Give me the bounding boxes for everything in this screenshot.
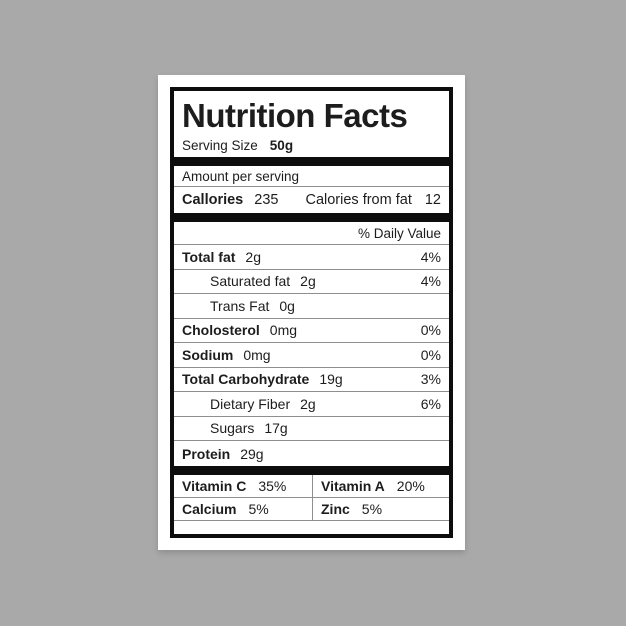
micronutrient-cell: Calcium 5% xyxy=(174,498,312,521)
micronutrient-grid: Vitamin C 35% Vitamin A 20% Calcium 5% Z… xyxy=(174,475,449,521)
micronutrient-label: Vitamin A xyxy=(321,478,385,494)
nutrient-label: Protein xyxy=(182,445,231,462)
micronutrient-value: 35% xyxy=(258,478,287,494)
micronutrient-value: 5% xyxy=(248,501,269,517)
nutrient-row: Protein 29g xyxy=(174,441,449,466)
nutrient-row: Total fat 2g 4% xyxy=(174,245,449,270)
label-title: Nutrition Facts xyxy=(182,97,408,134)
micronutrient-cell: Vitamin A 20% xyxy=(312,475,449,498)
calories-from-fat-value: 12 xyxy=(424,192,441,208)
label-bottom-space xyxy=(174,521,449,534)
nutrient-row: Total Carbohydrate 19g 3% xyxy=(174,368,449,392)
nutrient-value: 2g xyxy=(300,273,316,290)
micronutrient-value: 5% xyxy=(361,501,383,517)
thick-divider-bar xyxy=(174,466,449,475)
nutrient-value: 0g xyxy=(279,297,295,314)
nutrient-rows: Total fat 2g 4% Saturated fat 2g 4% Tran… xyxy=(174,245,449,466)
nutrient-label: Cholosterol xyxy=(182,322,260,339)
nutrient-row: Sugars 17g xyxy=(174,417,449,441)
nutrient-value: 0mg xyxy=(269,322,298,339)
nutrient-value: 19g xyxy=(319,371,343,388)
nutrient-value: 29g xyxy=(240,445,264,462)
calories-label: Callories xyxy=(182,192,244,208)
nutrient-row: Cholosterol 0mg 0% xyxy=(174,319,449,343)
nutrient-daily-value: 4% xyxy=(420,248,441,265)
nutrient-row: Saturated fat 2g 4% xyxy=(174,270,449,294)
micronutrient-label: Calcium xyxy=(182,501,237,517)
amount-per-serving-row: Amount per serving xyxy=(174,166,449,187)
nutrition-facts-label: Nutrition Facts Serving Size 50g Amount … xyxy=(170,87,453,538)
nutrient-daily-value: 4% xyxy=(420,273,441,290)
nutrient-label: Sugars xyxy=(210,420,255,437)
nutrient-row: Sodium 0mg 0% xyxy=(174,343,449,368)
nutrient-label: Trans Fat xyxy=(210,297,270,314)
calories-from-fat-label: Calories from fat xyxy=(305,192,412,208)
micronutrient-label: Zinc xyxy=(321,501,350,517)
label-header: Nutrition Facts Serving Size 50g xyxy=(174,91,449,155)
label-card: Nutrition Facts Serving Size 50g Amount … xyxy=(158,75,465,550)
nutrient-label: Dietary Fiber xyxy=(210,395,291,412)
nutrient-label: Total Carbohydrate xyxy=(182,371,310,388)
nutrient-value: 2g xyxy=(245,248,261,265)
daily-value-header: % Daily Value xyxy=(357,225,441,241)
calories-row: Callories 235 Calories from fat 12 xyxy=(174,187,449,213)
thick-divider-bar xyxy=(174,213,449,222)
nutrient-daily-value: 0% xyxy=(420,322,441,339)
serving-size-row: Serving Size 50g xyxy=(182,135,441,155)
serving-size-value: 50g xyxy=(269,137,294,153)
nutrient-value: 0mg xyxy=(243,346,271,363)
thick-divider-bar xyxy=(174,157,449,166)
calories-value: 235 xyxy=(254,192,279,208)
nutrient-daily-value: 3% xyxy=(420,371,441,388)
calories-from-fat-group: Calories from fat 12 xyxy=(305,192,441,208)
nutrient-daily-value: 0% xyxy=(420,346,441,363)
micronutrient-cell: Zinc 5% xyxy=(312,498,449,521)
serving-size-label: Serving Size xyxy=(182,137,258,153)
nutrient-label: Total fat xyxy=(182,248,236,265)
calories-group: Callories 235 xyxy=(182,192,278,208)
amount-per-serving-label: Amount per serving xyxy=(182,168,300,184)
nutrient-row: Dietary Fiber 2g 6% xyxy=(174,392,449,417)
nutrient-value: 17g xyxy=(264,420,288,437)
daily-value-header-row: % Daily Value xyxy=(174,222,449,245)
nutrient-label: Sodium xyxy=(182,346,234,363)
micronutrient-label: Vitamin C xyxy=(182,478,247,494)
micronutrient-cell: Vitamin C 35% xyxy=(174,475,312,498)
nutrient-label: Saturated fat xyxy=(210,273,291,290)
micronutrient-value: 20% xyxy=(396,478,425,494)
nutrient-row: Trans Fat 0g xyxy=(174,294,449,319)
nutrient-daily-value: 6% xyxy=(420,395,441,412)
nutrient-value: 2g xyxy=(300,395,316,412)
